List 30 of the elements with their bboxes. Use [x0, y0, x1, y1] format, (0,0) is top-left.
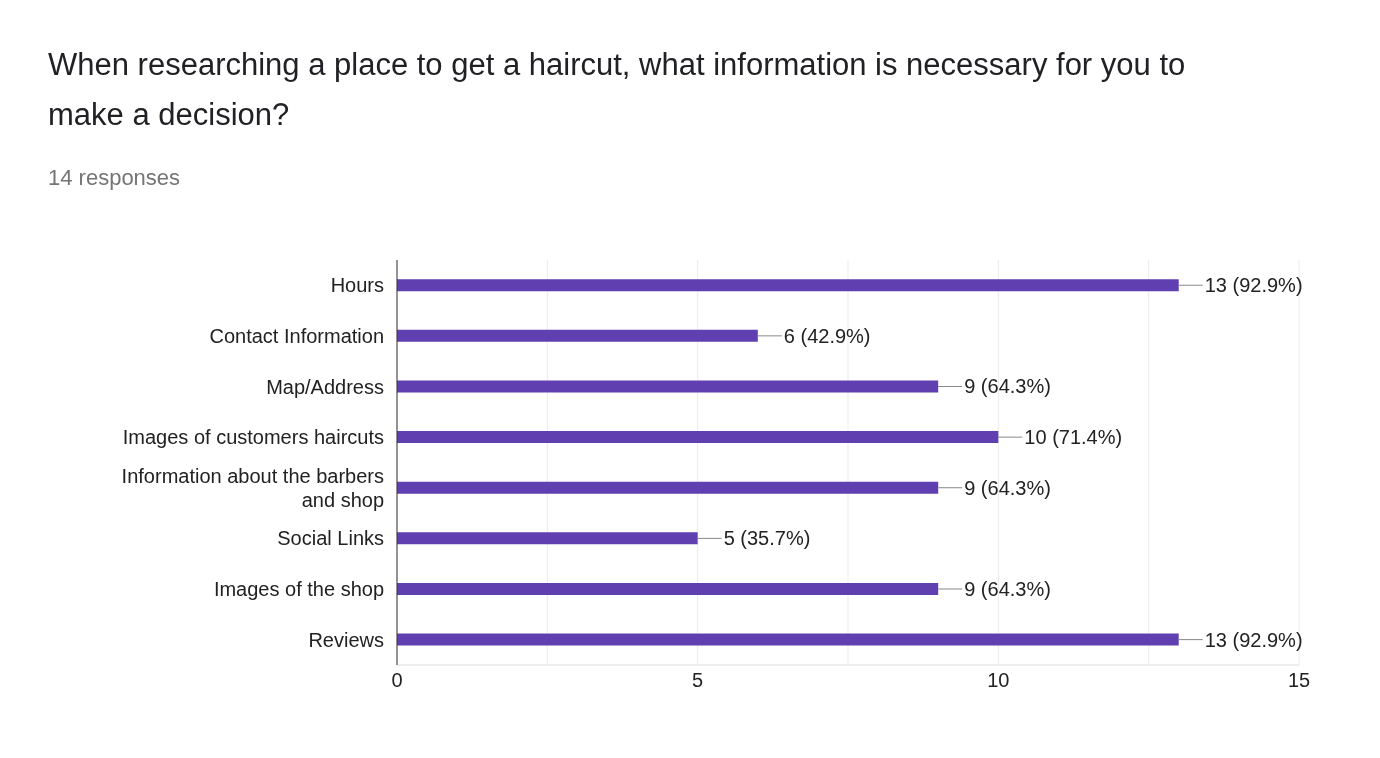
text: 14 responses [48, 165, 181, 191]
data-label: 6 (42.9%) [783, 324, 871, 347]
y-tick-label: Information about the barbers and shop [121, 464, 384, 511]
x-tick-label: 0 [391, 669, 403, 692]
bar [397, 481, 939, 494]
data-label: 9 (64.3%) [964, 476, 1051, 499]
x-tick-label: 10 [987, 669, 1010, 692]
bar [397, 431, 999, 444]
bar [397, 279, 1179, 292]
bar [397, 532, 698, 545]
data-label: 9 (64.3%) [964, 577, 1051, 600]
data-label: 9 (64.3%) [964, 375, 1051, 398]
bar [397, 633, 1179, 646]
data-label: 13 (92.9%) [1204, 628, 1303, 651]
y-tick-label: Hours [330, 274, 384, 297]
x-tick-label: 5 [692, 669, 704, 692]
chart-title: When researching a place to get a haircut, what information is necessary for you to make a decision? [48, 46, 1187, 134]
data-label: 5 (35.7%) [723, 527, 811, 550]
x-tick-label: 15 [1287, 669, 1311, 692]
y-tick-label: Images of the shop [213, 578, 384, 601]
y-tick-label: Social Links [277, 527, 384, 550]
y-tick-label: Reviews [308, 628, 384, 651]
data-label: 13 (92.9%) [1204, 274, 1303, 297]
y-tick-label: Map/Address [266, 375, 384, 398]
data-label: 10 (71.4%) [1024, 426, 1123, 449]
bar [397, 380, 939, 393]
y-tick-label: Contact Information [209, 324, 384, 347]
bar [397, 582, 939, 595]
y-tick-label: Images of customers haircuts [122, 426, 384, 449]
bar [397, 329, 758, 342]
